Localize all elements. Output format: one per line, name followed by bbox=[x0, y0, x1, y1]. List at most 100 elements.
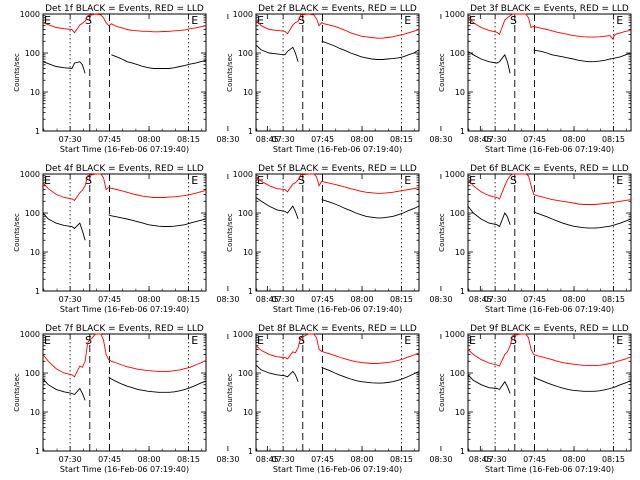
x-axis-label: Start Time (16-Feb-06 07:19:40) bbox=[485, 465, 614, 474]
marker-s: S bbox=[298, 174, 305, 187]
x-tick-label: 07:45 bbox=[523, 295, 546, 304]
y-axis-label: Counts/sec bbox=[438, 53, 446, 92]
lld-series-line bbox=[255, 173, 420, 194]
y-tick-label: 1000 bbox=[445, 170, 465, 179]
y-tick-label: 10 bbox=[455, 408, 465, 417]
x-tick-label: 08:30 bbox=[429, 455, 452, 464]
marker-s: S bbox=[510, 334, 517, 347]
x-tick-label: 08:00 bbox=[563, 135, 586, 144]
plot-frame bbox=[255, 173, 420, 292]
events-series-line bbox=[467, 51, 511, 74]
plot-frame bbox=[42, 333, 207, 452]
x-axis-label: Start Time (16-Feb-06 07:19:40) bbox=[60, 145, 189, 154]
x-tick-label: 08:30 bbox=[429, 135, 452, 144]
x-tick-label: 08:00 bbox=[351, 295, 374, 304]
y-axis-label: Counts/sec bbox=[13, 213, 21, 252]
chart-panel: Det 2f BLACK = Events, RED = LLD11010010… bbox=[226, 4, 492, 154]
y-tick-label: 10 bbox=[243, 88, 253, 97]
y-tick-label: 100 bbox=[450, 49, 465, 58]
x-axis-label: Start Time (16-Feb-06 07:19:40) bbox=[485, 305, 614, 314]
x-tick-label: 07:45 bbox=[523, 135, 546, 144]
y-tick-label: 10 bbox=[30, 248, 40, 257]
y-tick-label: 1000 bbox=[233, 330, 253, 339]
events-series-line bbox=[255, 44, 299, 62]
events-series-line bbox=[533, 376, 632, 392]
events-series-line bbox=[42, 378, 86, 401]
x-tick-label: 08:00 bbox=[563, 295, 586, 304]
x-tick-label: 07:30 bbox=[59, 295, 82, 304]
y-tick-label: 1 bbox=[35, 447, 40, 456]
events-series-line bbox=[321, 199, 420, 219]
chart-panel: Det 5f BLACK = Events, RED = LLD11010010… bbox=[226, 164, 492, 314]
x-axis-label: Start Time (16-Feb-06 07:19:40) bbox=[273, 305, 402, 314]
y-tick-label: 1 bbox=[248, 447, 253, 456]
chart-panel: Det 4f BLACK = Events, RED = LLD11010010… bbox=[13, 164, 279, 314]
events-series-line bbox=[108, 214, 207, 227]
marker-s: S bbox=[85, 14, 92, 27]
y-axis-label: Counts/sec bbox=[13, 53, 21, 92]
marker-e: E bbox=[404, 174, 411, 187]
chart-title: Det 8f BLACK = Events, RED = LLD bbox=[258, 324, 417, 334]
y-axis-label: Counts/sec bbox=[438, 213, 446, 252]
chart-title: Det 9f BLACK = Events, RED = LLD bbox=[470, 324, 629, 334]
marker-e: E bbox=[191, 334, 198, 347]
y-tick-label: 100 bbox=[25, 369, 40, 378]
chart-panel: Det 3f BLACK = Events, RED = LLD 1 10 100 10… bbox=[438, 4, 632, 154]
marker-s: S bbox=[510, 14, 517, 27]
y-tick-label: 100 bbox=[238, 49, 253, 58]
x-tick-label: 07:30 bbox=[484, 455, 507, 464]
x-tick-label: 08:45 bbox=[469, 455, 492, 464]
marker-e: E bbox=[469, 14, 476, 27]
chart-title: Det 1f BLACK = Events, RED = LLD bbox=[45, 4, 204, 14]
marker-e: E bbox=[616, 14, 623, 27]
y-axis-label: Counts/sec bbox=[226, 213, 234, 252]
x-tick-label: 08:15 bbox=[390, 295, 413, 304]
x-tick-label: 08:30 bbox=[216, 455, 239, 464]
lld-series-line bbox=[255, 333, 420, 364]
lld-series-line bbox=[467, 333, 632, 367]
x-tick-label: 07:45 bbox=[311, 455, 334, 464]
chart-panel: Det 9f BLACK = Events, RED = LLD 1 10 100 10… bbox=[438, 324, 632, 474]
marker-e: E bbox=[257, 14, 264, 27]
lld-series-line bbox=[42, 13, 207, 34]
chart-title: Det 6f BLACK = Events, RED = LLD bbox=[470, 164, 629, 174]
x-tick-label: 08:45 bbox=[256, 455, 279, 464]
marker-e: E bbox=[191, 174, 198, 187]
x-tick-label: 08:00 bbox=[351, 135, 374, 144]
marker-e: E bbox=[469, 174, 476, 187]
lld-series-line bbox=[255, 13, 420, 39]
y-tick-label: 1000 bbox=[233, 170, 253, 179]
y-tick-label: 1000 bbox=[445, 330, 465, 339]
x-tick-label: 07:45 bbox=[98, 455, 121, 464]
lld-series-line bbox=[42, 333, 207, 378]
y-axis-label: Counts/sec bbox=[13, 373, 21, 412]
marker-e: E bbox=[469, 334, 476, 347]
x-tick-label: 07:30 bbox=[484, 295, 507, 304]
marker-e: E bbox=[616, 334, 623, 347]
x-tick-label: 08:45 bbox=[256, 135, 279, 144]
plot-frame bbox=[467, 333, 632, 452]
x-tick-label: 07:30 bbox=[272, 135, 295, 144]
x-tick-label: 08:15 bbox=[602, 295, 625, 304]
plot-frame bbox=[255, 13, 420, 132]
events-series-line bbox=[255, 197, 299, 220]
chart-panel: Det 8f BLACK = Events, RED = LLD11010010… bbox=[226, 324, 492, 474]
x-tick-label: 07:45 bbox=[98, 135, 121, 144]
y-tick-label: 1 bbox=[35, 287, 40, 296]
x-tick-label: 08:15 bbox=[390, 135, 413, 144]
y-tick-label: 10 bbox=[30, 88, 40, 97]
y-tick-label: 10 bbox=[30, 408, 40, 417]
x-tick-label: 08:00 bbox=[138, 295, 161, 304]
events-series-line bbox=[533, 211, 632, 229]
x-tick-label: 07:30 bbox=[272, 295, 295, 304]
plot-frame bbox=[42, 173, 207, 292]
marker-e: E bbox=[44, 174, 51, 187]
x-tick-label: 07:45 bbox=[523, 455, 546, 464]
x-tick-label: 08:15 bbox=[602, 455, 625, 464]
x-tick-label: 08:15 bbox=[602, 135, 625, 144]
y-tick-label: 1000 bbox=[20, 330, 40, 339]
x-tick-label: 07:30 bbox=[484, 135, 507, 144]
x-tick-label: 08:00 bbox=[138, 135, 161, 144]
marker-e: E bbox=[404, 334, 411, 347]
